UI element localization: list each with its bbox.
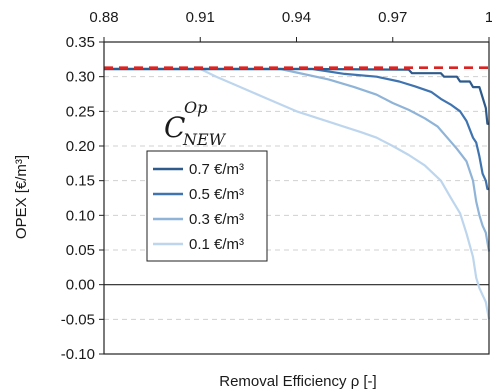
y-tick-label: 0.20: [66, 138, 95, 155]
x-tick-label: 0.91: [186, 9, 215, 26]
y-tick-label: 0.30: [66, 69, 95, 86]
y-tick-label: -0.10: [61, 346, 95, 363]
series-line-4: [104, 67, 491, 320]
legend: COp NEW 0.7 €/m³ 0.5 €/m³ 0.3 €/m³ 0.1 €/m³: [146, 98, 268, 262]
x-tick-label: 0.88: [89, 9, 118, 26]
y-axis-title: OPEX [€/m³]: [13, 155, 30, 239]
legend-label-1: 0.7 €/m³: [189, 161, 244, 178]
legend-label-4: 0.1 €/m³: [189, 236, 244, 253]
y-tick-label: 0.25: [66, 103, 95, 120]
series-line-3: [104, 67, 491, 252]
y-tick-label: -0.05: [61, 311, 95, 328]
series-line-1: [104, 67, 489, 125]
y-tick-label: 0.00: [66, 277, 95, 294]
y-tick-label: 0.35: [66, 34, 95, 51]
y-tick-label: 0.05: [66, 242, 95, 259]
legend-title-subscript: NEW: [182, 130, 227, 149]
legend-title-superscript: Op: [184, 98, 207, 117]
x-tick-label: 0.97: [378, 9, 407, 26]
legend-label-3: 0.3 €/m³: [189, 211, 244, 228]
legend-title-symbol: C: [164, 111, 185, 144]
series-line-2: [104, 67, 489, 191]
y-tick-label: 0.10: [66, 207, 95, 224]
x-tick-label: 1: [485, 9, 492, 26]
axes: 0.35 0.30 0.25 0.20 0.15 0.10 0.05 0.00 -0.05 -0.…: [61, 9, 492, 363]
series-lines: [104, 67, 491, 320]
legend-label-2: 0.5 €/m³: [189, 186, 244, 203]
x-tick-label: 0.94: [282, 9, 311, 26]
y-tick-label: 0.15: [66, 173, 95, 190]
x-axis-title: Removal Efficiency ρ [-]: [219, 373, 376, 390]
